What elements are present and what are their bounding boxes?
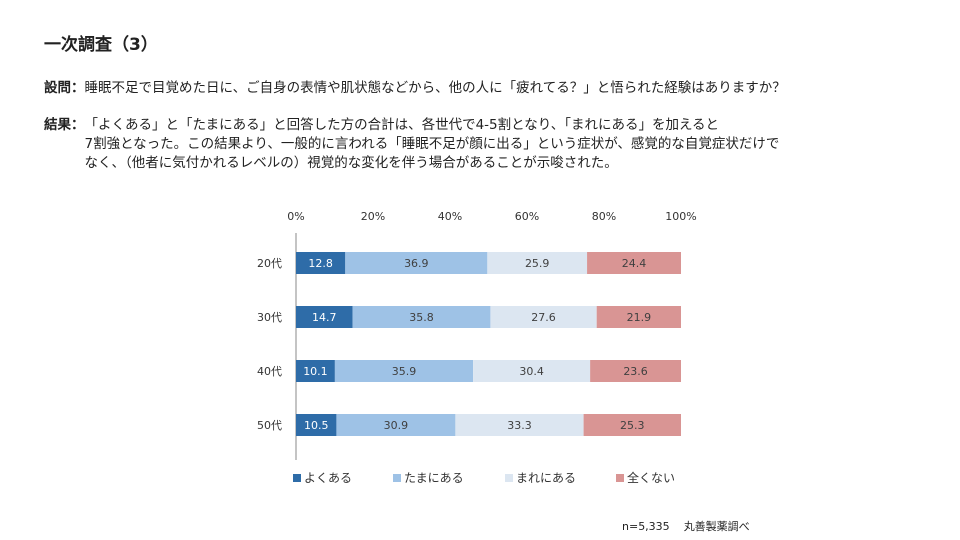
x-tick-label: 60% bbox=[515, 210, 539, 223]
question-text: 睡眠不足で目覚めた日に、ご自身の表情や肌状態などから、他の人に「疲れてる？」と悟… bbox=[84, 80, 786, 96]
data-label: 14.7 bbox=[312, 311, 337, 324]
legend-label: たまにある bbox=[404, 471, 464, 485]
bar-segment bbox=[296, 306, 353, 328]
question-block: 設問：睡眠不足で目覚めた日に、ご自身の表情や肌状態などから、他の人に「疲れてる？… bbox=[44, 78, 786, 98]
category-label: 50代 bbox=[257, 419, 282, 432]
data-label: 25.9 bbox=[525, 257, 550, 270]
result-text: 「よくある」と「たまにある」と回答した方の合計は、各世代で4-5割となり、「まれ… bbox=[85, 116, 915, 173]
legend-label: 全くない bbox=[627, 470, 675, 485]
result-label: 結果： bbox=[44, 117, 85, 133]
bar-segment bbox=[587, 252, 681, 274]
data-label: 27.6 bbox=[531, 311, 556, 324]
bar-segment bbox=[455, 414, 584, 436]
source-note: 丸善製薬調べ bbox=[683, 520, 750, 533]
data-label: 33.3 bbox=[507, 419, 532, 432]
data-label: 30.9 bbox=[384, 419, 409, 432]
data-label: 12.8 bbox=[308, 257, 333, 270]
bar-segment bbox=[296, 414, 337, 436]
bar-segment bbox=[336, 414, 456, 436]
bar-segment bbox=[583, 414, 681, 436]
legend-swatch bbox=[616, 474, 624, 482]
data-label: 35.8 bbox=[409, 311, 434, 324]
x-tick-label: 80% bbox=[592, 210, 616, 223]
x-tick-label: 0% bbox=[287, 210, 304, 223]
page-title: 一次調査（3） bbox=[44, 35, 158, 55]
x-tick-label: 100% bbox=[665, 210, 696, 223]
data-label: 21.9 bbox=[627, 311, 652, 324]
bar-segment bbox=[334, 360, 474, 382]
bar-segment bbox=[352, 306, 491, 328]
category-label: 20代 bbox=[257, 257, 282, 270]
data-label: 10.1 bbox=[303, 365, 328, 378]
question-label: 設問： bbox=[44, 80, 85, 96]
data-label: 36.9 bbox=[404, 257, 429, 270]
result-line: 7割強となった。この結果より、一般的に言われる「睡眠不足が顔に出る」という症状が… bbox=[84, 136, 780, 152]
legend-label: よくある bbox=[304, 471, 352, 485]
result-line: なく、（他者に気付かれるレベルの）視覚的な変化を伴う場合があることが示唆された。 bbox=[84, 155, 618, 171]
legend-swatch bbox=[393, 474, 401, 482]
category-label: 40代 bbox=[257, 365, 282, 378]
category-label: 30代 bbox=[257, 311, 282, 324]
legend-swatch bbox=[505, 474, 513, 482]
data-label: 35.9 bbox=[392, 365, 417, 378]
bar-segment bbox=[345, 252, 488, 274]
bar-segment bbox=[590, 360, 681, 382]
x-tick-label: 20% bbox=[361, 210, 385, 223]
data-label: 10.5 bbox=[304, 419, 329, 432]
legend-label: まれにある bbox=[516, 471, 576, 485]
bar-segment bbox=[596, 306, 681, 328]
x-tick-label: 40% bbox=[438, 210, 462, 223]
sample-size: n=5,335 bbox=[622, 520, 670, 533]
bar-segment bbox=[296, 252, 346, 274]
bar-segment bbox=[473, 360, 591, 382]
data-label: 25.3 bbox=[620, 419, 645, 432]
legend-swatch bbox=[293, 474, 301, 482]
data-label: 24.4 bbox=[622, 257, 647, 270]
footnote: n=5,335 丸善製薬調べ bbox=[622, 518, 750, 534]
result-block: 結果： 「よくある」と「たまにある」と回答した方の合計は、各世代で4-5割となり… bbox=[44, 116, 915, 173]
bar-segment bbox=[487, 252, 588, 274]
bar-segment bbox=[490, 306, 597, 328]
result-line: 「よくある」と「たまにある」と回答した方の合計は、各世代で4-5割となり、「まれ… bbox=[84, 117, 720, 133]
data-label: 30.4 bbox=[519, 365, 544, 378]
bar-segment bbox=[296, 360, 335, 382]
data-label: 23.6 bbox=[623, 365, 648, 378]
